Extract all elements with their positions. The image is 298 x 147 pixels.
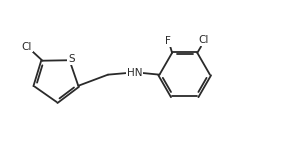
Text: F: F <box>165 36 171 46</box>
Text: HN: HN <box>127 68 142 78</box>
Text: Cl: Cl <box>199 35 209 45</box>
Text: S: S <box>68 54 75 64</box>
Text: Cl: Cl <box>22 42 32 52</box>
